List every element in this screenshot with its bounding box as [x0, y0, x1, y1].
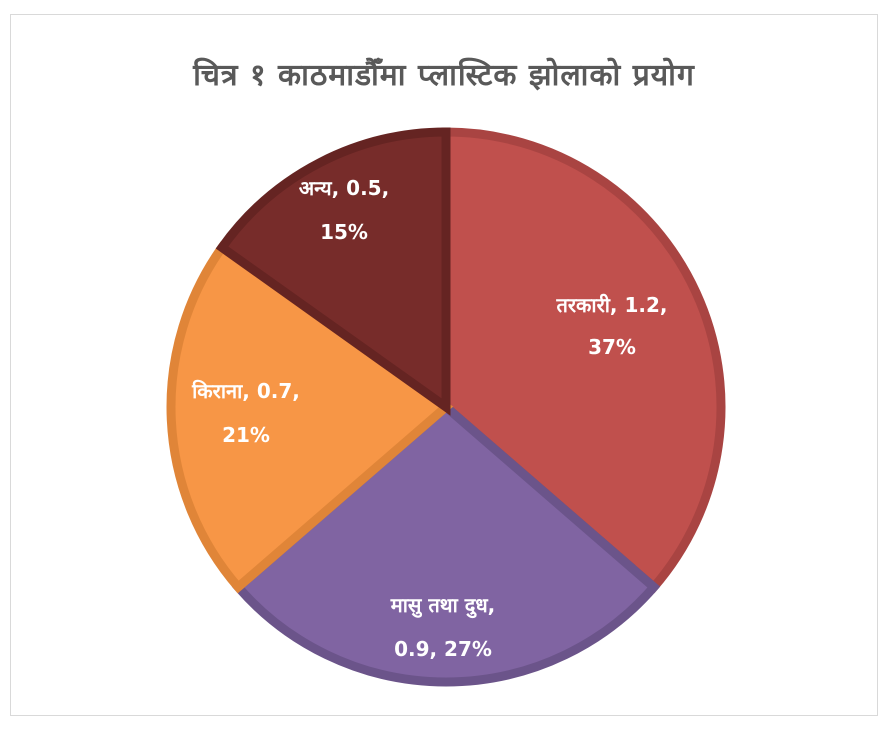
- data-label-other-line2: 15%: [320, 220, 368, 244]
- pie-slice-other: [215, 127, 451, 416]
- data-label-vegetables-line1: तरकारी, 1.2,: [555, 293, 667, 317]
- data-label-meat-milk-line1: मासु तथा दुध,: [390, 593, 495, 619]
- data-label-grocery-line1: किराना, 0.7,: [191, 379, 300, 403]
- pie-slice-vegetables: [441, 127, 726, 594]
- data-label-meat-milk-line2: 0.9, 27%: [394, 637, 492, 661]
- pie-slice-meat-milk: [231, 401, 661, 687]
- data-label-other-line1: अन्य, 0.5,: [299, 176, 389, 200]
- chart-title: चित्र १ काठमाडौँमा प्लास्टिक झोलाको प्रय…: [193, 58, 695, 93]
- pie-slice-grocery: [166, 241, 454, 594]
- data-label-grocery-line2: 21%: [222, 423, 270, 447]
- data-label-vegetables-line2: 37%: [588, 335, 636, 359]
